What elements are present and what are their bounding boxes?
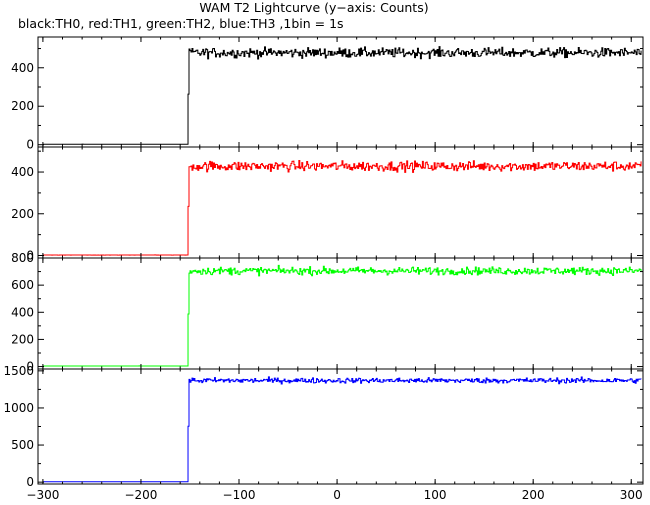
y-tick-label: 400 bbox=[11, 61, 34, 75]
y-tick-label: 500 bbox=[11, 438, 34, 452]
x-tick-label: −300 bbox=[26, 488, 59, 502]
y-tick-label: 1500 bbox=[3, 364, 34, 378]
y-tick-label: 200 bbox=[11, 207, 34, 221]
chart-title: WAM T2 Lightcurve (y−axis: Counts) bbox=[199, 0, 428, 15]
panel-3: 0 200 400 600 800 bbox=[11, 251, 644, 374]
x-tick-label: 300 bbox=[620, 488, 643, 502]
series-th1-line bbox=[42, 160, 642, 256]
y-tick-label: 0 bbox=[26, 138, 34, 152]
panel-4: 0 500 1000 1500 −300 −200 −100 0 100 200 300 bbox=[3, 364, 644, 502]
y-tick-label: 0 bbox=[26, 360, 34, 374]
y-tick-label: 400 bbox=[11, 165, 34, 179]
y-tick-label: 400 bbox=[11, 305, 34, 319]
chart-subtitle: black:TH0, red:TH1, green:TH2, blue:TH3 … bbox=[18, 16, 344, 31]
y-tick-label: 1000 bbox=[3, 401, 34, 415]
x-tick-label: 200 bbox=[522, 488, 545, 502]
panel-frame bbox=[37, 368, 644, 485]
panel-frame bbox=[37, 257, 644, 370]
series-th3-line bbox=[42, 376, 642, 483]
panel-1: 0 200 400 bbox=[11, 36, 644, 152]
x-tick-label: −200 bbox=[124, 488, 157, 502]
y-tick-label: 800 bbox=[11, 251, 34, 265]
y-tick-label: 0 bbox=[26, 475, 34, 489]
panel-2: 0 200 400 bbox=[11, 146, 644, 262]
x-tick-label: 0 bbox=[333, 488, 341, 502]
x-tick-label: 100 bbox=[424, 488, 447, 502]
y-tick-label: 600 bbox=[11, 278, 34, 292]
y-tick-label: 200 bbox=[11, 99, 34, 113]
panel-stack: 020040002004000200400600800050010001500−… bbox=[3, 36, 644, 502]
x-tick-label: −100 bbox=[223, 488, 256, 502]
y-tick-label: 0 bbox=[26, 248, 34, 262]
series-th2-line bbox=[42, 264, 642, 367]
series-th0-line bbox=[42, 46, 642, 145]
y-tick-label: 200 bbox=[11, 332, 34, 346]
